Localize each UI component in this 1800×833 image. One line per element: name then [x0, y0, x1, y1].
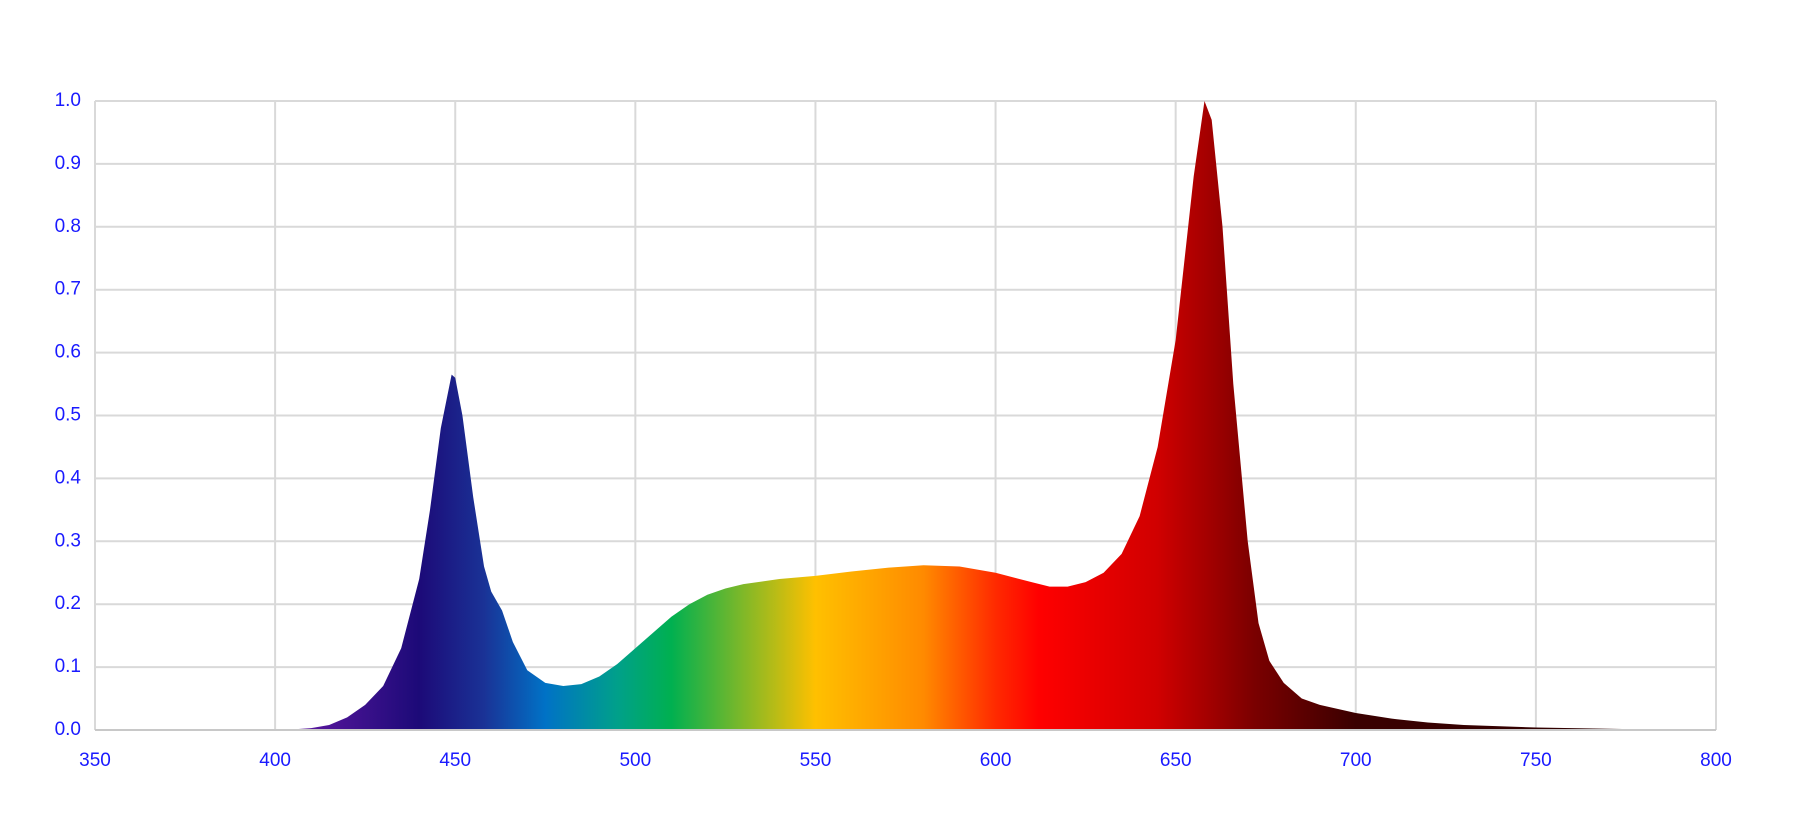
- x-tick-label: 350: [79, 750, 111, 771]
- x-tick-label: 450: [439, 750, 471, 771]
- x-tick-label: 400: [259, 750, 291, 771]
- y-tick-label: 0.2: [55, 593, 81, 614]
- spectrum-area: [95, 101, 1716, 730]
- x-tick-label: 500: [619, 750, 651, 771]
- y-tick-label: 0.7: [55, 279, 81, 300]
- x-tick-label: 800: [1700, 750, 1732, 771]
- x-tick-label: 700: [1340, 750, 1372, 771]
- y-tick-label: 0.8: [55, 216, 81, 237]
- y-tick-label: 0.0: [55, 719, 81, 740]
- x-tick-label: 600: [980, 750, 1012, 771]
- y-tick-label: 0.4: [55, 467, 82, 488]
- x-tick-label: 750: [1520, 750, 1552, 771]
- x-tick-label: 650: [1160, 750, 1192, 771]
- x-tick-label: 550: [800, 750, 832, 771]
- y-tick-label: 0.1: [55, 656, 81, 677]
- y-tick-label: 0.6: [55, 342, 81, 363]
- y-tick-label: 0.3: [55, 530, 81, 551]
- y-tick-label: 0.5: [55, 405, 81, 426]
- y-tick-label: 1.0: [55, 90, 81, 111]
- y-tick-label: 0.9: [55, 153, 81, 174]
